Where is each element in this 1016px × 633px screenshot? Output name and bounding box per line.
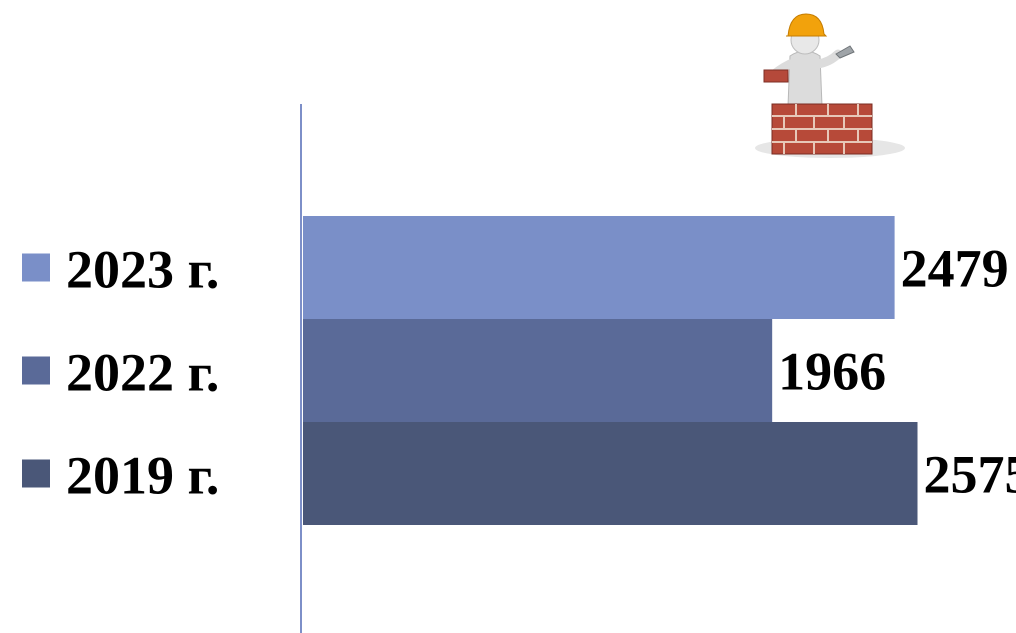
value-label-0: 2479 [901, 239, 1009, 299]
legend-swatch-0 [22, 253, 50, 282]
bar-2 [303, 422, 918, 525]
bar-0 [303, 216, 895, 319]
legend: 2023 г. 2022 г. 2019 г. [22, 240, 219, 506]
bar-1 [303, 319, 773, 422]
value-label-2: 2575 [924, 445, 1016, 505]
legend-swatch-2 [22, 459, 50, 488]
construction-worker-brick-wall-icon [755, 13, 905, 158]
legend-swatch-1 [22, 356, 50, 385]
legend-label-2: 2019 г. [66, 446, 219, 506]
value-label-1: 1966 [778, 342, 886, 402]
legend-label-1: 2022 г. [66, 343, 219, 403]
legend-label-0: 2023 г. [66, 240, 219, 300]
bars-group [303, 216, 918, 525]
